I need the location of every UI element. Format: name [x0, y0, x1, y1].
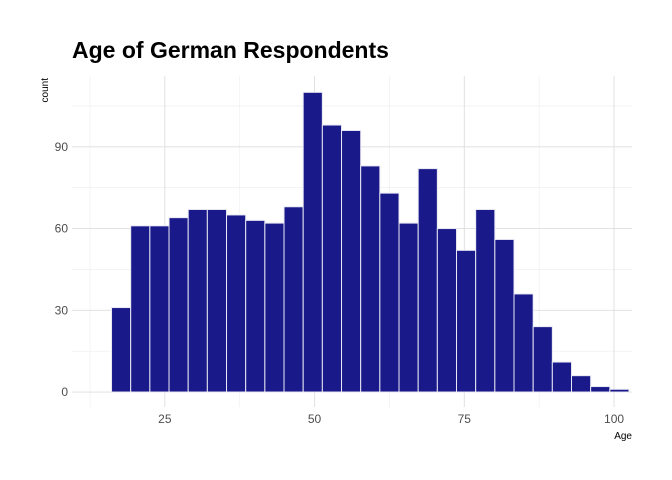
- y-tick-label: 0: [61, 385, 68, 399]
- x-axis-ticks: 25 50 75 100: [158, 412, 624, 426]
- histogram-bar: [226, 214, 247, 393]
- y-tick-label: 60: [55, 222, 69, 236]
- histogram-bar: [283, 206, 304, 393]
- histogram-bar: [168, 217, 189, 393]
- histogram-bar: [590, 386, 611, 393]
- histogram-bar: [609, 388, 630, 393]
- histogram-bar: [571, 375, 592, 393]
- histogram-bar: [494, 238, 515, 393]
- histogram-bar: [341, 129, 362, 393]
- chart-title: Age of German Respondents: [72, 37, 389, 63]
- bars: [111, 91, 630, 393]
- histogram-bar: [321, 124, 343, 393]
- x-tick-label: 25: [158, 412, 172, 426]
- histogram-bar: [130, 225, 151, 393]
- histogram-bar: [436, 228, 458, 393]
- histogram-bar: [264, 222, 285, 393]
- histogram-bar: [532, 326, 553, 393]
- histogram-bar: [417, 168, 438, 393]
- y-axis-label: count: [40, 78, 51, 103]
- x-tick-label: 50: [308, 412, 322, 426]
- histogram-bar: [551, 361, 573, 393]
- histogram-bar: [456, 249, 477, 393]
- y-axis-ticks: 0 30 60 90: [55, 140, 69, 399]
- histogram-bar: [475, 208, 496, 393]
- histogram-bar: [302, 91, 323, 393]
- histogram-bar: [360, 165, 381, 393]
- histogram-bar: [513, 293, 534, 393]
- histogram-bar: [245, 219, 266, 393]
- x-axis-label: Age: [614, 431, 632, 442]
- x-tick-label: 75: [458, 412, 472, 426]
- histogram-bar: [149, 225, 170, 393]
- histogram-bar: [111, 307, 132, 393]
- histogram-bar: [398, 222, 419, 393]
- histogram-bar: [379, 192, 400, 393]
- histogram-bar: [206, 208, 228, 393]
- y-tick-label: 90: [55, 140, 69, 154]
- histogram-bar: [187, 208, 208, 393]
- y-tick-label: 30: [55, 303, 69, 317]
- x-tick-label: 100: [604, 412, 624, 426]
